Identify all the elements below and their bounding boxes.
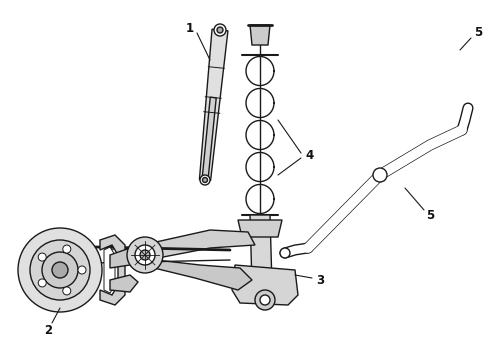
Circle shape [255,290,275,310]
Circle shape [373,168,387,182]
Circle shape [135,245,155,265]
Polygon shape [148,230,255,258]
Circle shape [202,177,207,183]
Polygon shape [232,265,298,305]
Circle shape [52,262,68,278]
Polygon shape [148,255,252,290]
Text: 4: 4 [306,149,314,162]
Circle shape [63,287,71,295]
Polygon shape [104,247,115,293]
Circle shape [200,175,210,185]
Text: 5: 5 [426,208,434,221]
Circle shape [38,253,46,261]
Polygon shape [100,235,125,305]
Circle shape [260,295,270,305]
Polygon shape [110,275,138,292]
Polygon shape [250,25,270,45]
Circle shape [78,266,86,274]
Text: 1: 1 [186,22,194,35]
Circle shape [18,228,102,312]
Circle shape [63,245,71,253]
Circle shape [30,240,90,300]
Circle shape [38,279,46,287]
Circle shape [280,248,290,258]
Polygon shape [250,215,272,285]
Circle shape [217,27,223,33]
Text: 3: 3 [316,274,324,287]
Polygon shape [238,220,282,237]
Polygon shape [110,248,138,268]
Text: 5: 5 [474,26,482,39]
Polygon shape [202,97,216,180]
Circle shape [42,252,78,288]
Circle shape [214,24,226,36]
Circle shape [127,237,163,273]
Text: 2: 2 [44,324,52,337]
Polygon shape [199,29,228,181]
Circle shape [140,250,150,260]
